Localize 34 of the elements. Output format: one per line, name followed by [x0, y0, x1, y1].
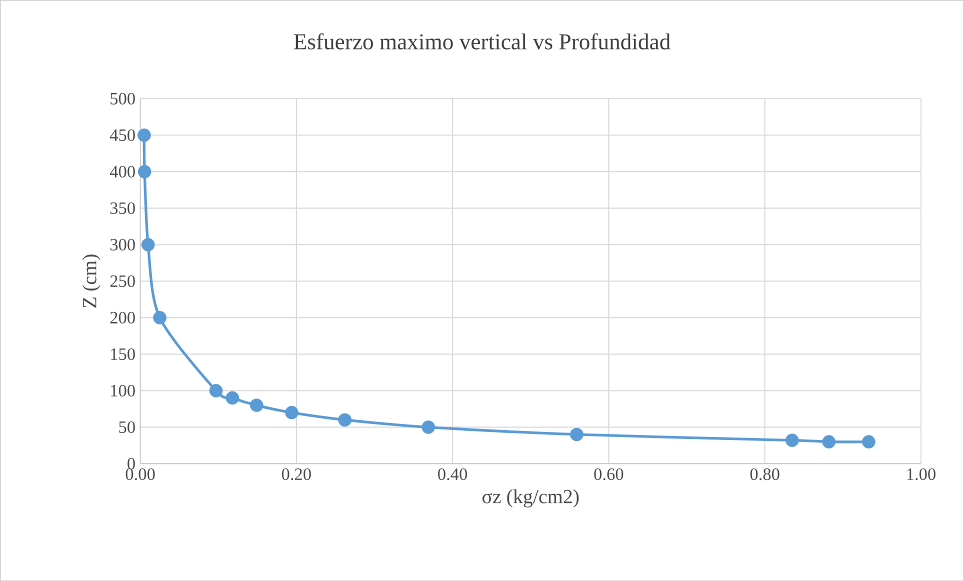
point — [862, 434, 876, 448]
point — [250, 398, 264, 412]
chart-title: Esfuerzo maximo vertical vs Profundidad — [294, 33, 670, 50]
point — [138, 164, 152, 178]
point — [141, 238, 155, 252]
x-tick-label: 0.00 — [126, 468, 155, 480]
x-tick-label: 0.40 — [438, 468, 468, 480]
point — [226, 391, 240, 404]
point — [209, 384, 223, 398]
y-tick-label: 150 — [111, 348, 135, 360]
x-tick-label: 0.80 — [750, 468, 780, 480]
y-tick-label: 350 — [110, 202, 135, 214]
point — [285, 406, 298, 420]
point — [422, 420, 436, 434]
y-tick-label: 500 — [110, 92, 135, 104]
point — [153, 310, 166, 324]
y-tick-label: 50 — [119, 421, 135, 433]
point — [785, 433, 799, 447]
point — [570, 428, 584, 441]
y-tick-label: 200 — [110, 312, 135, 324]
y-tick-label: 100 — [111, 384, 135, 396]
y-tick-label: 250 — [110, 275, 135, 287]
point — [822, 434, 836, 448]
x-tick-label: 1.00 — [907, 468, 936, 480]
x-tick-label: 0.60 — [594, 468, 624, 480]
x-tick-label: 0.20 — [282, 468, 311, 480]
y-tick-label: 450 — [110, 129, 135, 141]
point — [138, 128, 151, 142]
y-tick-label: 0 — [128, 458, 135, 470]
y-tick-label: 300 — [110, 238, 135, 250]
point — [338, 413, 352, 426]
x-axis-title: σz (kg/cm2) — [482, 489, 579, 508]
y-axis-title: Z (cm) — [82, 254, 100, 308]
y-tick-label: 400 — [110, 166, 135, 178]
